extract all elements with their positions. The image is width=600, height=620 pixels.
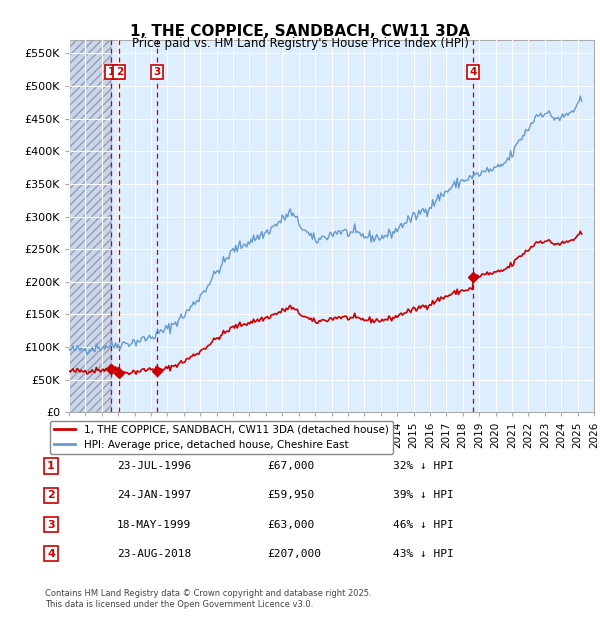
Text: 32% ↓ HPI: 32% ↓ HPI	[393, 461, 454, 471]
Text: 1: 1	[107, 67, 115, 77]
Text: 4: 4	[47, 549, 55, 559]
Text: 39% ↓ HPI: 39% ↓ HPI	[393, 490, 454, 500]
Text: 3: 3	[47, 520, 55, 529]
Text: Price paid vs. HM Land Registry's House Price Index (HPI): Price paid vs. HM Land Registry's House …	[131, 37, 469, 50]
Text: £63,000: £63,000	[267, 520, 314, 529]
Text: £59,950: £59,950	[267, 490, 314, 500]
Polygon shape	[69, 40, 111, 412]
Text: £67,000: £67,000	[267, 461, 314, 471]
Text: 2: 2	[47, 490, 55, 500]
Text: £207,000: £207,000	[267, 549, 321, 559]
Text: 4: 4	[470, 67, 477, 77]
Text: 23-JUL-1996: 23-JUL-1996	[117, 461, 191, 471]
Text: 1: 1	[47, 461, 55, 471]
Text: 3: 3	[154, 67, 161, 77]
Text: 23-AUG-2018: 23-AUG-2018	[117, 549, 191, 559]
Text: 24-JAN-1997: 24-JAN-1997	[117, 490, 191, 500]
Text: 43% ↓ HPI: 43% ↓ HPI	[393, 549, 454, 559]
Legend: 1, THE COPPICE, SANDBACH, CW11 3DA (detached house), HPI: Average price, detache: 1, THE COPPICE, SANDBACH, CW11 3DA (deta…	[50, 420, 392, 454]
Text: 2: 2	[116, 67, 123, 77]
Text: 18-MAY-1999: 18-MAY-1999	[117, 520, 191, 529]
Text: 46% ↓ HPI: 46% ↓ HPI	[393, 520, 454, 529]
Text: Contains HM Land Registry data © Crown copyright and database right 2025.
This d: Contains HM Land Registry data © Crown c…	[45, 590, 371, 609]
Text: 1, THE COPPICE, SANDBACH, CW11 3DA: 1, THE COPPICE, SANDBACH, CW11 3DA	[130, 24, 470, 38]
